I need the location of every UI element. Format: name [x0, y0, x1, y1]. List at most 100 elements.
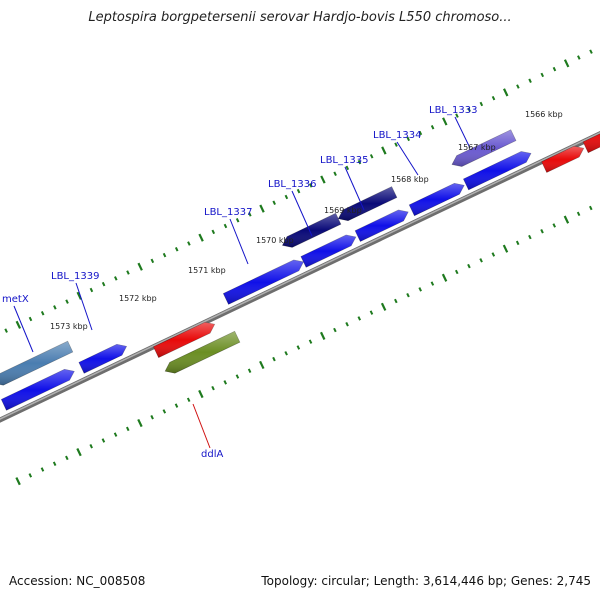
tick-mark	[223, 380, 228, 385]
tick-mark	[528, 234, 532, 240]
tick-mark	[528, 78, 532, 83]
inner-tick-ring	[15, 205, 593, 486]
tick-mark	[369, 310, 374, 315]
outer-tick-ring	[4, 49, 593, 333]
tick-mark	[441, 273, 448, 282]
kbp-label: 1569 kbp	[324, 206, 362, 215]
tick-mark	[284, 194, 289, 200]
kbp-label: 1572 kbp	[119, 294, 157, 303]
kbp-label: 1566 kbp	[525, 110, 563, 119]
gene-arrow-shading	[463, 151, 531, 190]
tick-mark	[320, 175, 326, 184]
tick-mark	[576, 211, 581, 217]
gene-arrow-shading	[0, 341, 73, 386]
tick-mark	[479, 101, 484, 107]
gene-arrow-shading	[338, 186, 397, 221]
tick-mark	[174, 403, 179, 408]
tick-mark	[345, 322, 349, 327]
tick-mark	[101, 438, 106, 443]
tick-mark	[380, 302, 387, 311]
tick-mark	[223, 223, 228, 229]
tick-mark	[333, 327, 337, 333]
tick-mark	[259, 360, 265, 370]
tick-mark	[442, 117, 448, 126]
tick-mark	[65, 299, 69, 304]
kbp-label: 1567 kbp	[458, 143, 496, 152]
tick-mark	[467, 263, 471, 269]
tick-mark	[552, 66, 557, 72]
label-connector	[229, 218, 249, 265]
tick-mark	[113, 432, 118, 437]
tick-mark	[126, 270, 130, 275]
gene-arrow-shading	[78, 344, 127, 374]
tick-mark	[174, 247, 179, 252]
tick-mark	[491, 252, 496, 257]
tick-mark	[467, 107, 471, 113]
tick-mark	[65, 455, 69, 461]
kbp-labels: 1566 kbp 1567 kbp 1568 kbp 1569 kbp 1570 kbp…	[50, 110, 563, 331]
tick-mark	[502, 88, 509, 97]
gene-label: LBL_1336	[268, 179, 316, 190]
tick-mark	[320, 331, 326, 340]
tick-mark	[418, 287, 422, 292]
tick-mark	[589, 205, 593, 211]
gene-arrow-shading	[355, 210, 409, 242]
gene-arrow-shading	[409, 183, 465, 216]
tick-mark	[259, 204, 265, 213]
tick-mark	[211, 229, 216, 235]
tick-mark	[589, 49, 593, 54]
tick-mark	[418, 130, 423, 136]
tick-mark	[394, 298, 398, 304]
gene-label: LBL_1335	[320, 155, 368, 166]
tick-mark	[186, 397, 191, 403]
tick-mark	[369, 154, 374, 159]
tick-mark	[394, 142, 398, 147]
tick-mark	[40, 467, 45, 472]
tick-mark	[381, 146, 387, 155]
kbp-label: 1570 kbp	[256, 236, 294, 245]
kbp-label: 1573 kbp	[50, 322, 88, 331]
tick-mark	[53, 305, 57, 310]
tick-mark	[540, 72, 545, 78]
topology-text: Topology: circular; Length: 3,614,446 bp…	[261, 574, 591, 588]
tick-mark	[296, 188, 301, 194]
tick-mark	[357, 316, 362, 321]
gene-arrow-shading	[165, 331, 240, 374]
tick-mark	[515, 240, 520, 246]
gene-label: LBL_1333	[429, 105, 477, 116]
gene-arrow-shading	[282, 213, 341, 248]
tick-mark	[4, 328, 8, 333]
tick-mark	[502, 244, 509, 253]
gene-arrow-shading	[153, 322, 215, 358]
tick-mark	[248, 212, 252, 217]
tick-mark	[454, 269, 459, 275]
gene-arrow-shading	[223, 260, 304, 305]
tick-mark	[516, 84, 520, 89]
tick-mark	[198, 389, 204, 399]
tick-mark	[430, 281, 435, 286]
tick-mark	[125, 426, 130, 432]
tick-mark	[40, 310, 45, 316]
tick-mark	[76, 291, 82, 300]
tick-mark	[114, 276, 118, 281]
tick-mark	[101, 281, 106, 287]
tick-mark	[491, 95, 496, 101]
kbp-label: 1568 kbp	[391, 175, 429, 184]
chromosome-backbone	[0, 131, 600, 423]
tick-mark	[563, 59, 570, 68]
tick-mark	[357, 159, 362, 165]
tick-mark	[235, 217, 240, 223]
tick-mark	[430, 125, 435, 130]
gene-arrow-shading	[452, 129, 516, 167]
tick-mark	[272, 356, 276, 362]
label-connector	[75, 282, 93, 331]
tick-mark	[563, 215, 570, 224]
tick-mark	[455, 113, 459, 118]
tick-mark	[89, 287, 94, 293]
tick-mark	[137, 262, 143, 271]
tick-mark	[15, 320, 22, 329]
tick-mark	[150, 415, 154, 420]
gene-features	[0, 129, 600, 411]
gene-label: LBL_1337	[204, 207, 252, 218]
